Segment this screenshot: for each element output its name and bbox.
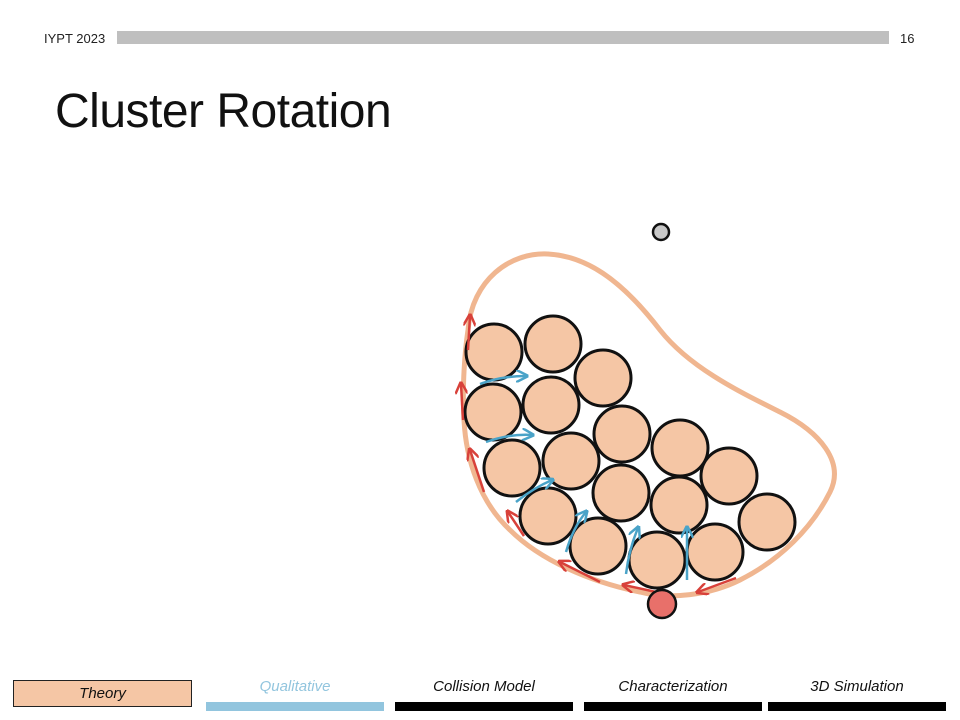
particle <box>737 492 797 552</box>
blue-arrow <box>564 512 586 553</box>
nav-item-qualitative[interactable]: Qualitative <box>259 678 331 695</box>
particle <box>649 475 709 535</box>
nav-item-3d-simulation[interactable]: 3D Simulation <box>810 678 904 695</box>
small-grey-particle <box>651 222 671 242</box>
boundary-velocity-arrows <box>461 316 737 592</box>
red-arrow <box>560 562 601 584</box>
particle <box>568 516 628 576</box>
particle <box>463 382 523 442</box>
cluster-rotation-diagram <box>0 222 837 620</box>
particle <box>591 463 651 523</box>
particle <box>685 522 745 582</box>
nav-bar-qualitative <box>206 702 384 711</box>
internal-velocity-arrows <box>479 376 687 580</box>
particle <box>650 418 710 478</box>
nav-bar-3d-simulation <box>768 702 946 711</box>
red-arrow <box>698 576 737 592</box>
page-number: 16 <box>900 31 915 46</box>
red-arrow <box>508 512 526 537</box>
particle <box>627 530 687 590</box>
red-arrow <box>470 450 486 493</box>
cluster-boundary-outline <box>460 251 837 599</box>
particle-cluster <box>463 314 797 590</box>
particle <box>521 375 581 435</box>
particle <box>464 322 524 382</box>
blue-arrow <box>624 528 638 575</box>
nav-item-collision-model[interactable]: Collision Model <box>433 678 535 695</box>
red-arrow <box>461 384 463 421</box>
nav-bar-collision-model <box>395 702 573 711</box>
nav-item-characterization[interactable]: Characterization <box>618 678 728 695</box>
nav-item-theory[interactable]: Theory <box>13 680 192 707</box>
particle <box>518 486 578 546</box>
particle <box>482 438 542 498</box>
particle <box>523 314 583 374</box>
nav-bar-characterization <box>584 702 762 711</box>
page-title: Cluster Rotation <box>55 85 392 138</box>
red-arrow <box>624 585 657 592</box>
red-arrow <box>468 316 470 351</box>
particle <box>592 404 652 464</box>
blue-arrow <box>485 435 532 444</box>
particle <box>573 348 633 408</box>
red-particle <box>646 588 678 620</box>
particle <box>699 446 759 506</box>
header-progress-bar <box>117 31 889 44</box>
header-event: IYPT 2023 <box>44 31 106 46</box>
particle <box>541 431 601 491</box>
blue-arrow <box>515 480 552 503</box>
blue-arrow <box>479 376 526 386</box>
